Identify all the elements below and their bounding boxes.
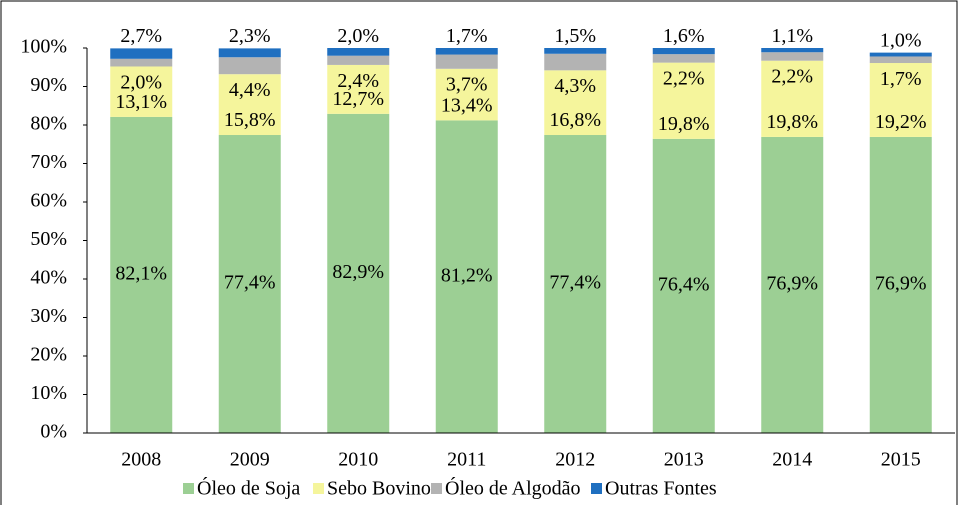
x-tick-label: 2013 [664,449,704,471]
x-tick-label: 2010 [338,449,378,471]
y-tick-label: 70% [30,151,67,173]
y-tick-label: 0% [40,421,67,443]
bar-segment [761,136,824,433]
bar-segment [218,57,281,75]
bar-segment [218,48,281,58]
data-label: 13,1% [115,91,167,113]
bar-segment [869,63,932,137]
data-label: 2,2% [771,66,813,88]
data-label: 4,3% [554,75,596,97]
x-tick-label: 2015 [881,449,921,471]
bar-segment [544,48,607,54]
data-label: 1,0% [880,29,922,51]
data-label: 2,0% [120,71,162,93]
legend-label: Óleo de Soja [197,476,300,500]
data-label: 12,7% [332,88,384,110]
legend-swatch [183,483,194,494]
data-label: 82,9% [332,261,384,283]
data-label: 1,1% [771,25,813,47]
bar-segment [869,56,932,64]
y-tick-label: 20% [30,344,67,366]
bar-segment [435,54,498,69]
y-tick-label: 50% [30,228,67,250]
bar-segment [327,64,390,114]
bar-segment [544,135,607,433]
bar-segment [869,52,932,57]
legend-label: Outras Fontes [605,478,717,500]
bar-segment [218,74,281,136]
data-label: 2,0% [337,25,379,47]
bar-segment [435,120,498,433]
data-label: 16,8% [549,109,601,131]
data-label: 76,9% [875,273,927,295]
data-label: 19,8% [658,113,710,135]
bar-segment [435,68,498,121]
y-tick-label: 60% [30,190,67,212]
bar-segment [652,48,715,55]
bar-segment [761,60,824,137]
legend-swatch [431,483,442,494]
bar-segment [110,48,173,59]
data-label: 1,7% [446,25,488,47]
legend-swatch [591,483,602,494]
x-tick-label: 2014 [772,449,812,471]
bar-segment [544,70,607,136]
data-label: 4,4% [229,79,271,101]
data-label: 2,3% [229,25,271,47]
bar-segment [652,54,715,63]
x-tick-label: 2012 [555,449,595,471]
bar-segment [218,135,281,433]
bar-segment [761,52,824,61]
legend-label: Óleo de Algodão [445,476,581,500]
data-label: 76,9% [766,273,818,295]
bar-segment [652,138,715,434]
bar-segment [435,48,498,55]
data-label: 15,8% [224,109,276,131]
data-label: 2,7% [120,25,162,47]
data-label: 77,4% [224,272,276,294]
data-label: 82,1% [115,263,167,285]
data-label: 81,2% [441,264,493,286]
bar-segment [110,66,173,117]
data-label: 19,8% [766,111,818,133]
bar-segment [761,48,824,53]
data-label: 77,4% [549,272,601,294]
x-tick-label: 2009 [230,449,270,471]
y-tick-label: 40% [30,267,67,289]
y-tick-label: 80% [30,113,67,135]
bar-segment [110,58,173,67]
data-label: 3,7% [446,74,488,96]
x-tick-label: 2008 [121,449,161,471]
data-label: 1,5% [554,25,596,47]
data-label: 76,4% [658,274,710,296]
legend-swatch [313,483,324,494]
data-label: 2,2% [663,68,705,90]
y-tick-label: 10% [30,382,67,404]
data-label: 1,7% [880,68,922,90]
data-label: 1,6% [663,25,705,47]
data-label: 19,2% [875,111,927,133]
bar-segment [327,113,390,434]
data-label: 2,4% [337,70,379,92]
bar-segment [327,48,390,56]
bar-segment [652,62,715,139]
y-tick-label: 30% [30,305,67,327]
bar-segment [869,136,932,433]
bar-segment [327,55,390,65]
x-tick-label: 2011 [447,449,486,471]
y-tick-label: 100% [20,36,67,58]
data-label: 13,4% [441,94,493,116]
bar-segment [544,53,607,71]
y-tick-label: 90% [30,74,67,96]
bar-segment [110,116,173,433]
legend-label: Sebo Bovino [327,478,431,500]
